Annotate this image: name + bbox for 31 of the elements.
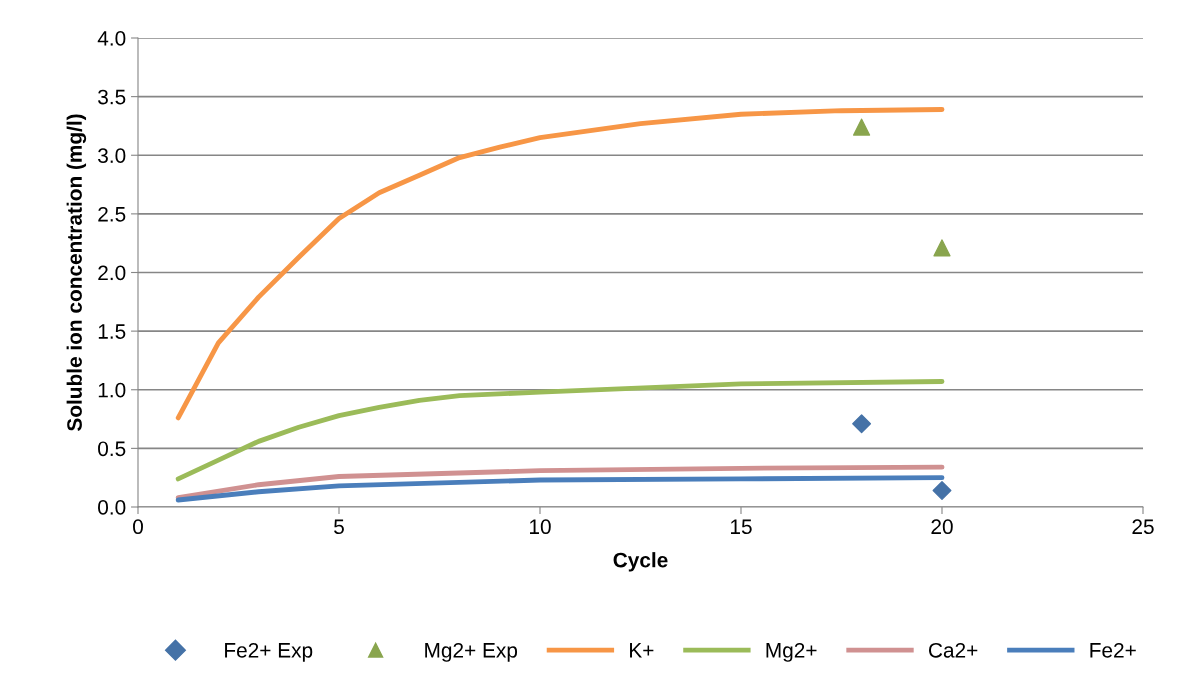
point: [852, 118, 871, 136]
y-tick-label: 2.0: [98, 265, 126, 281]
legend-label: Fe2+ Exp: [225, 642, 313, 662]
line-series: [175, 107, 945, 421]
legend-label: Ca2+: [928, 642, 978, 658]
legend-label: Mg2+ Exp: [425, 642, 518, 662]
x-tick-label: 15: [731, 519, 752, 535]
x-axis-title: Cycle: [613, 552, 668, 572]
legend-label: Mg2+: [766, 642, 817, 662]
line-series: [175, 464, 945, 501]
point: [852, 414, 872, 434]
y-tick-label: 4.0: [97, 31, 126, 46]
x-tick-label: 10: [530, 519, 551, 535]
y-tick-label: 1.0: [98, 382, 126, 398]
y-tick-label: 0.0: [98, 500, 126, 515]
point: [932, 481, 952, 501]
y-tick-label: 0.5: [98, 441, 126, 457]
y-tick-label: 1.5: [98, 324, 126, 339]
legend-label: Fe2+: [1090, 642, 1136, 658]
line-series: [175, 379, 945, 482]
y-tick-label: 3.0: [98, 148, 126, 163]
x-tick-label: 5: [334, 519, 344, 535]
y-tick-label: 2.5: [98, 206, 126, 222]
y-tick-label: 3.5: [98, 89, 126, 105]
point: [933, 239, 951, 257]
line-series: [175, 475, 945, 503]
x-tick-label: 25: [1132, 519, 1154, 535]
x-tick-label: 0: [133, 519, 143, 535]
y-axis-title: Soluble ion concentration (mg/l): [66, 114, 87, 432]
legend-label: K+: [630, 643, 654, 658]
x-tick-label: 20: [931, 519, 953, 535]
